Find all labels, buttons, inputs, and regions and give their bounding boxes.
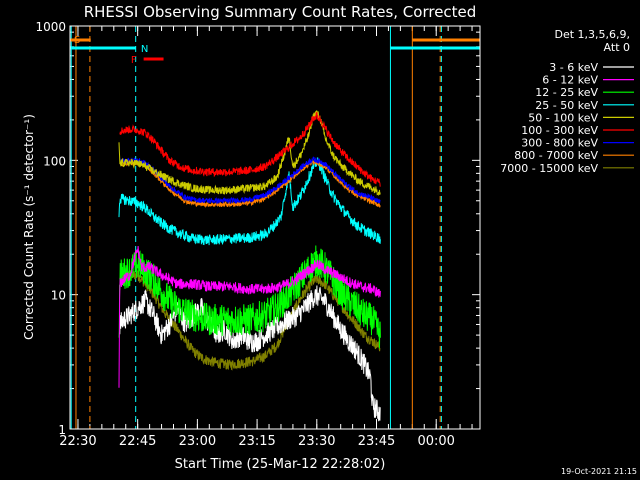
series-line [118,157,381,246]
legend-label: 25 - 50 keV [535,99,598,112]
flare-flag-label: F [131,55,137,66]
legend-label: 800 - 7000 keV [514,149,598,162]
plot-frame [69,25,481,430]
y-tick-label: 10 [51,289,66,303]
x-tick-label: 00:00 [417,434,454,449]
x-axis-label: Start Time (25-Mar-12 22:28:02) [175,457,386,472]
legend-header-line-1: Det 1,3,5,6,9, [554,28,630,41]
saa-flag-label: S [74,35,80,46]
night-flag-label: N [141,44,148,55]
series-line [119,156,381,206]
plot-layer: 1 10 100 1000 22:30 22:45 23:00 23:15 23:30 23:45… [35,20,480,449]
x-tick-label: 23:00 [179,434,216,449]
legend-label: 50 - 100 keV [528,111,598,124]
legend-header-line-2: Att 0 [604,41,630,54]
series-line [119,112,381,187]
y-tick-label: 1000 [35,20,66,34]
x-tick-label: 23:15 [238,434,275,449]
legend-label: 6 - 12 keV [542,74,598,87]
x-tick-label: 23:45 [358,434,395,449]
chart-title: RHESSI Observing Summary Count Rates, Co… [84,3,477,21]
legend-label: 100 - 300 keV [521,124,598,137]
legend-label: 7000 - 15000 keV [500,162,598,175]
y-tick-label: 1 [58,423,66,437]
x-tick-label: 22:30 [59,434,96,449]
series-line [118,110,381,197]
legend-label: 3 - 6 keV [549,61,598,74]
x-tick-label: 22:45 [119,434,156,449]
timestamp: 19-Oct-2021 21:15 [561,467,637,476]
x-tick-label: 23:30 [298,434,335,449]
legend-label: 12 - 25 keV [535,86,598,99]
y-axis-label: Corrected Count Rate (s⁻¹ detector⁻¹) [22,114,36,340]
series-line [118,245,381,388]
legend-label: 300 - 800 keV [521,137,598,150]
y-tick-label: 100 [43,154,66,168]
